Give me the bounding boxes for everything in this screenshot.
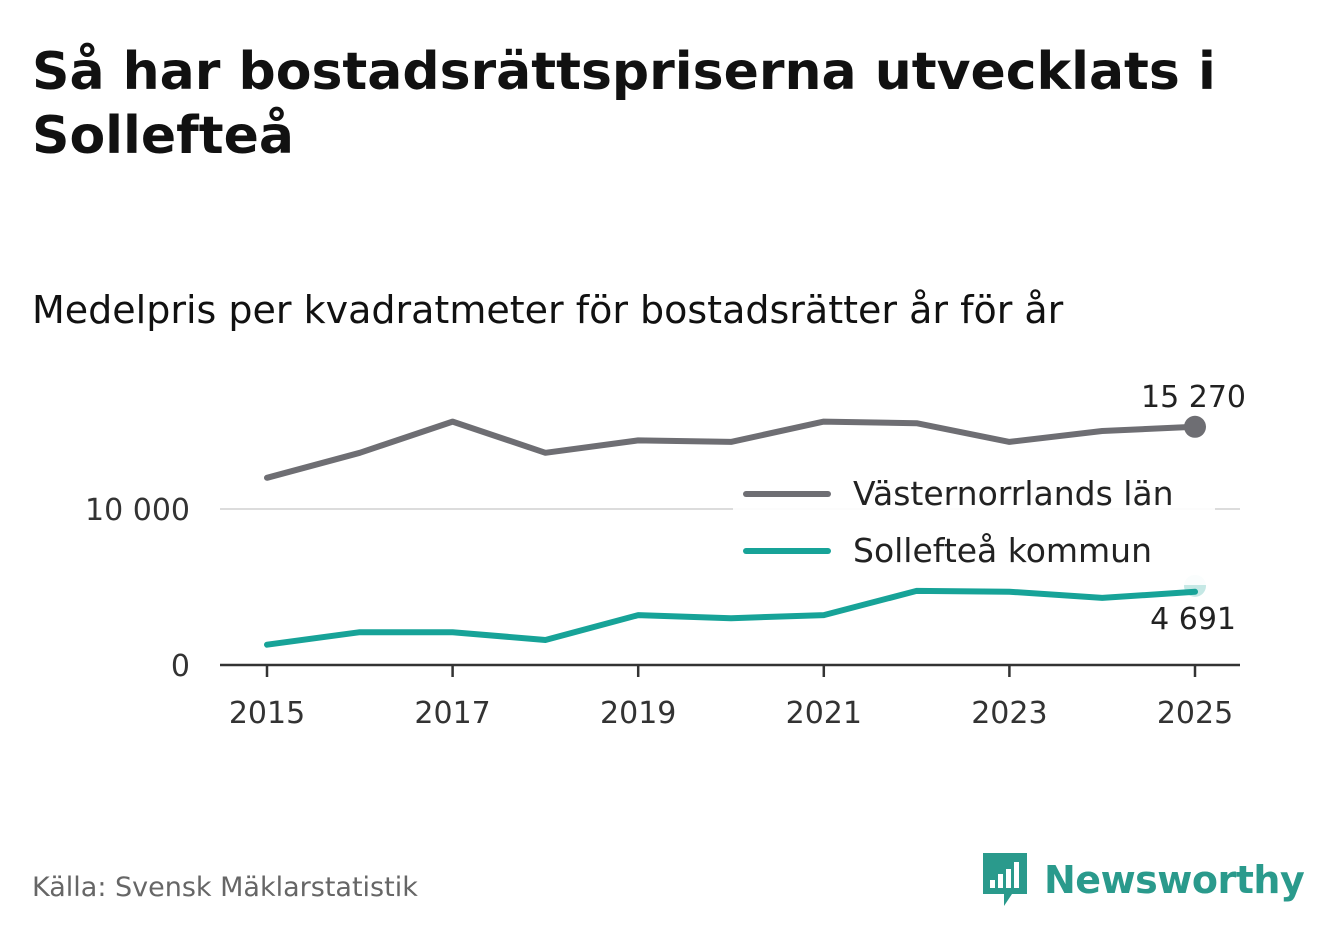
legend-label: Västernorrlands län <box>853 474 1174 513</box>
series-line-solleftea <box>264 587 1198 648</box>
y-tick-label: 10 000 <box>85 493 190 528</box>
chart-subtitle: Medelpris per kvadratmeter för bostadsrä… <box>32 288 1064 332</box>
chart-title: Så har bostadsrättspriserna utvecklats i… <box>32 42 1216 166</box>
x-tick-label: 2019 <box>600 696 676 731</box>
source-note: Källa: Svensk Mäklarstatistik <box>32 872 418 903</box>
legend-label: Sollefteå kommun <box>853 531 1152 570</box>
x-tick-label: 2023 <box>971 696 1047 731</box>
end-point-marker <box>1184 415 1206 438</box>
end-value-label: 15 270 <box>1141 380 1246 415</box>
x-tick-label: 2017 <box>414 696 490 731</box>
x-tick-label: 2021 <box>786 696 862 731</box>
x-tick-label: 2025 <box>1157 696 1233 731</box>
x-tick-label: 2015 <box>229 696 305 731</box>
newsworthy-logo: Newsworthy <box>980 850 1305 910</box>
end-value-label: 4 691 <box>1150 602 1236 637</box>
logo-text: Newsworthy <box>1044 858 1305 902</box>
series-line-vasternorrland <box>264 418 1198 481</box>
legend-background <box>733 470 1215 585</box>
bar-chart-icon <box>983 853 1027 906</box>
y-tick-label: 0 <box>171 649 190 684</box>
